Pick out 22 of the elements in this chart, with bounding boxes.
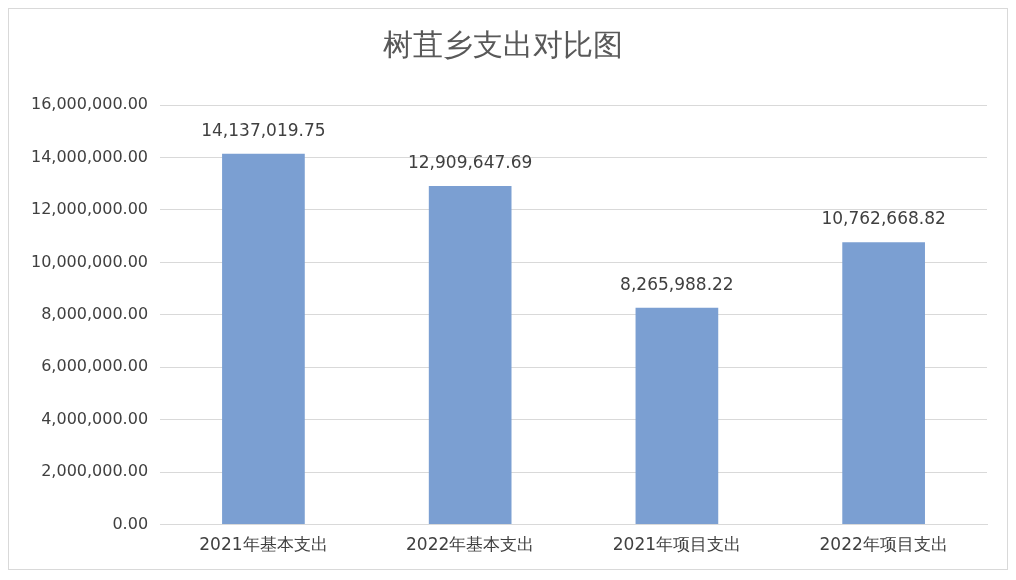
y-tick-label: 14,000,000.00 (30, 146, 149, 166)
y-tick-label: 6,000,000.00 (41, 356, 149, 376)
bar (428, 186, 512, 525)
bar (842, 242, 925, 525)
chart-title: 树苴乡支出对比图 (383, 26, 623, 62)
data-label: 8,265,988.22 (620, 273, 734, 294)
data-label: 12,909,647.69 (407, 151, 533, 172)
x-tick-label: 2022年基本支出 (406, 534, 535, 555)
x-tick-label: 2021年项目支出 (612, 534, 742, 555)
y-tick-label: 0.00 (112, 513, 149, 533)
y-tick-label: 4,000,000.00 (41, 408, 149, 428)
y-tick-label: 2,000,000.00 (41, 461, 149, 481)
y-tick-label: 10,000,000.00 (30, 251, 149, 271)
y-tick-label: 16,000,000.00 (30, 94, 149, 114)
bar (222, 153, 305, 525)
data-label: 10,762,668.82 (821, 208, 946, 229)
data-label: 14,137,019.75 (201, 119, 326, 140)
x-tick-label: 2022年项目支出 (819, 534, 948, 555)
bar (635, 307, 719, 525)
y-tick-label: 12,000,000.00 (30, 199, 149, 219)
x-tick-label: 2021年基本支出 (199, 534, 328, 555)
y-tick-label: 8,000,000.00 (41, 303, 149, 323)
